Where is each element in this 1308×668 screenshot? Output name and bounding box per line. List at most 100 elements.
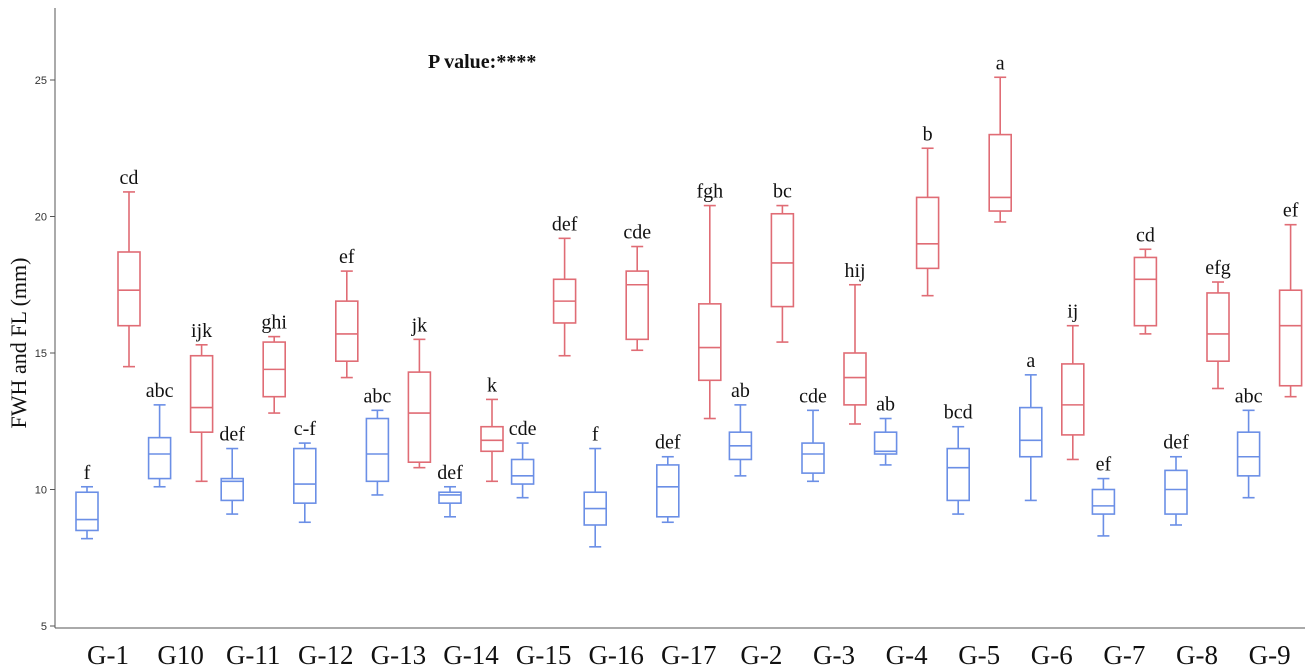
- iqr-box: [801, 442, 825, 474]
- significance-letter: ef: [1096, 454, 1112, 476]
- significance-letter: hij: [844, 260, 865, 282]
- box-blue-G-3: cde: [799, 385, 827, 483]
- significance-letter: f: [592, 424, 599, 446]
- x-tick-label: G-9: [1249, 640, 1291, 668]
- iqr-box: [770, 212, 795, 308]
- x-tick-label: G-4: [886, 640, 928, 668]
- box-red-G-1: cd: [117, 167, 141, 368]
- significance-letter: cd: [1136, 224, 1155, 246]
- significance-letter: c-f: [294, 418, 317, 440]
- box-blue-G-12: c-f: [292, 418, 317, 524]
- y-tick-label: 20: [35, 212, 47, 224]
- box-red-G-13: jk: [407, 314, 432, 469]
- axes: 5 10 15 20 25 G-1 G10 G-11 G-12 G-13 G-14 G-15 G-16 G…: [35, 8, 1305, 668]
- y-tick-label: 15: [35, 348, 47, 360]
- x-tick-label: G-8: [1176, 640, 1218, 668]
- x-tick-label: G-2: [740, 640, 782, 668]
- significance-letter: fgh: [696, 181, 723, 203]
- box-red-G-3: hij: [843, 260, 867, 425]
- significance-letter: ef: [1283, 200, 1299, 222]
- box-blue-G-6: a: [1018, 350, 1043, 502]
- box-red-G-4: b: [915, 123, 940, 297]
- iqr-box: [625, 270, 650, 341]
- significance-letter: f: [84, 462, 91, 484]
- x-tick-label: G-17: [661, 640, 717, 668]
- box-blue-G-15: cde: [509, 418, 537, 499]
- box-red-G-7: cd: [1133, 224, 1158, 335]
- iqr-box: [334, 300, 359, 362]
- iqr-box: [1061, 363, 1085, 436]
- significance-letter: a: [996, 52, 1005, 74]
- significance-letter: cde: [799, 385, 827, 407]
- y-tick-label: 5: [41, 621, 47, 633]
- significance-letter: ab: [731, 380, 750, 402]
- y-tick-label: 25: [35, 75, 47, 87]
- iqr-box: [697, 303, 722, 382]
- significance-letter: a: [1026, 350, 1035, 372]
- box-red-G-11: ghi: [261, 312, 287, 414]
- box-red-G-14: k: [480, 374, 504, 483]
- iqr-box: [75, 491, 99, 532]
- x-tick-label: G-3: [813, 640, 855, 668]
- box-red-G-17: fgh: [696, 181, 723, 420]
- iqr-box: [1091, 488, 1116, 515]
- x-tick-label: G-1: [87, 640, 129, 668]
- box-blue-G-9: abc: [1235, 385, 1263, 499]
- box-red-G-9: ef: [1278, 200, 1303, 398]
- iqr-box: [407, 371, 432, 463]
- iqr-box: [220, 477, 244, 502]
- significance-letter: def: [219, 424, 245, 446]
- iqr-box: [1206, 292, 1230, 362]
- box-blue-G-14: def: [437, 462, 463, 518]
- significance-letter: bcd: [944, 402, 973, 424]
- significance-letter: jk: [411, 314, 428, 336]
- box-blue-G-1: f: [75, 462, 99, 540]
- significance-letter: ij: [1067, 301, 1078, 323]
- box-red-G-5: a: [988, 52, 1013, 223]
- significance-letter: efg: [1205, 257, 1231, 279]
- significance-letter: ab: [876, 394, 895, 416]
- significance-letter: def: [1163, 432, 1189, 454]
- iqr-box: [988, 133, 1013, 212]
- x-tick-label: G-13: [371, 640, 427, 668]
- x-tick-label: G-12: [298, 640, 354, 668]
- x-tick-label: G10: [157, 640, 204, 668]
- iqr-box: [655, 464, 680, 518]
- iqr-box: [147, 436, 172, 480]
- iqr-box: [946, 447, 971, 502]
- significance-letter: abc: [364, 385, 392, 407]
- significance-letter: k: [487, 374, 497, 396]
- box-red-G-16: cde: [623, 222, 651, 352]
- box-red-G-8: efg: [1205, 257, 1231, 390]
- iqr-box: [1236, 431, 1261, 477]
- x-tick-label: G-16: [588, 640, 644, 668]
- x-tick-label: G-6: [1031, 640, 1073, 668]
- iqr-box: [117, 251, 141, 327]
- significance-letter: def: [437, 462, 463, 484]
- iqr-box: [1133, 256, 1158, 327]
- iqr-box: [1018, 406, 1043, 458]
- x-tick-label: G-5: [958, 640, 1000, 668]
- significance-letter: ghi: [261, 312, 287, 334]
- iqr-box: [480, 425, 504, 453]
- significance-letter: cd: [120, 167, 139, 189]
- significance-letter: cde: [509, 418, 537, 440]
- box-blue-G-11: def: [219, 424, 245, 515]
- box-red-G10: ijk: [189, 320, 214, 483]
- box-blue-G-8: def: [1163, 432, 1189, 526]
- significance-letter: ef: [339, 246, 355, 268]
- y-axis-label: FWH and FL (mm): [6, 258, 31, 429]
- box-blue-G-16: f: [583, 424, 608, 548]
- significance-letter: def: [655, 432, 681, 454]
- significance-letter: abc: [146, 380, 174, 402]
- box-blue-G10: abc: [146, 380, 174, 488]
- x-tick-label: G-11: [226, 640, 281, 668]
- box-blue-G-2: ab: [728, 380, 753, 477]
- significance-letter: ijk: [191, 320, 212, 342]
- significance-letter: def: [552, 213, 578, 235]
- y-tick-label: 10: [35, 485, 47, 497]
- x-tick-label: G-14: [443, 640, 499, 668]
- significance-letter: abc: [1235, 385, 1263, 407]
- iqr-box: [510, 458, 535, 485]
